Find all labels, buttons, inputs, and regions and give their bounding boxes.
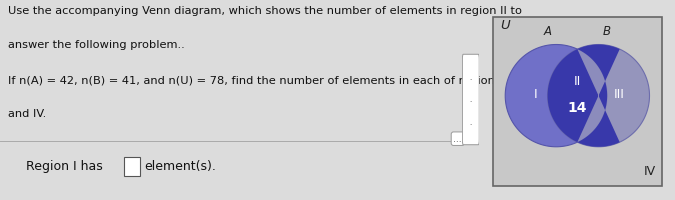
Polygon shape	[505, 45, 608, 147]
Text: III: III	[614, 88, 624, 101]
Text: Use the accompanying Venn diagram, which shows the number of elements in region : Use the accompanying Venn diagram, which…	[9, 6, 522, 16]
Text: answer the following problem..: answer the following problem..	[9, 40, 185, 50]
Polygon shape	[547, 45, 649, 147]
Text: ...: ...	[454, 135, 462, 143]
Polygon shape	[547, 45, 620, 147]
Text: B: B	[603, 25, 611, 38]
Text: If n(A) = 42, n(B) = 41, and n(U) = 78, find the number of elements in each of r: If n(A) = 42, n(B) = 41, and n(U) = 78, …	[9, 76, 529, 86]
Bar	[124, 157, 140, 176]
Text: .: .	[470, 119, 472, 125]
Text: .: .	[470, 75, 472, 81]
Text: and IV.: and IV.	[9, 108, 47, 118]
Text: A: A	[543, 25, 551, 38]
Text: .: .	[470, 97, 472, 103]
Text: I: I	[534, 88, 538, 101]
Text: element(s).: element(s).	[144, 160, 216, 172]
Text: IV: IV	[643, 165, 655, 178]
Text: 14: 14	[568, 101, 587, 115]
Text: Region I has: Region I has	[26, 160, 103, 172]
FancyBboxPatch shape	[462, 55, 479, 145]
FancyBboxPatch shape	[493, 17, 662, 186]
Text: II: II	[574, 74, 581, 87]
Text: U: U	[500, 19, 510, 32]
